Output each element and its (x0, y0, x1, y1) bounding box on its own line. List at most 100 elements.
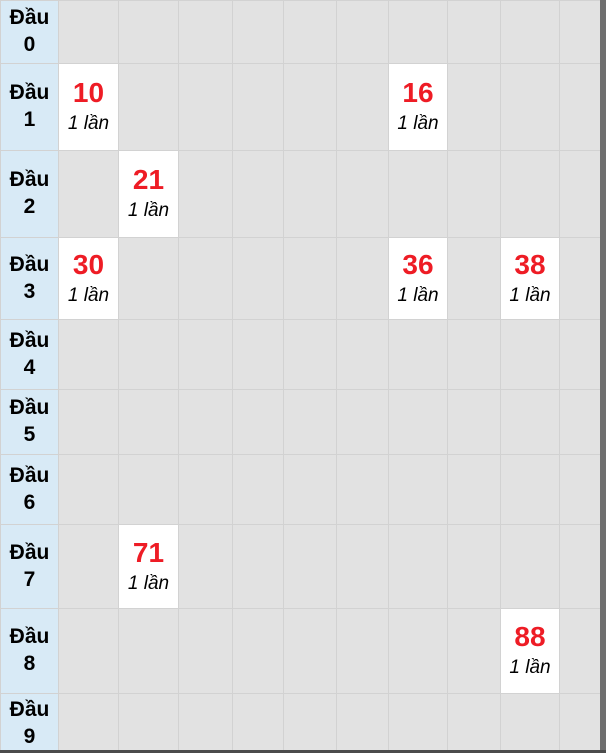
grid-cell (559, 608, 606, 694)
row-label-dau-1: Đầu 1 (0, 63, 59, 151)
grid-cell (500, 693, 560, 753)
grid-cell (388, 693, 448, 753)
grid-cell (336, 319, 389, 390)
lottery-number: 71 (132, 536, 165, 568)
row-label-prefix: Đầu (9, 81, 50, 105)
row-label-prefix: Đầu (9, 252, 50, 276)
row-label-digit: 0 (23, 33, 36, 56)
number-cell-38: 38 1 lần (500, 237, 560, 320)
grid-cell (118, 319, 179, 390)
grid-cell (178, 389, 233, 455)
grid-cell (388, 0, 448, 64)
grid-cell (118, 454, 179, 525)
grid-cell (559, 319, 606, 390)
row-label-digit: 6 (23, 490, 36, 514)
row-label-prefix: Đầu (9, 396, 50, 420)
occurrence-count: 1 lần (67, 284, 110, 306)
table-row: Đầu 5 (0, 389, 606, 455)
grid-cell (232, 524, 284, 609)
grid-cell (283, 150, 337, 238)
grid-cell (283, 454, 337, 525)
row-label-digit: 5 (23, 423, 36, 446)
occurrence-count: 1 lần (397, 284, 439, 306)
occurrence-count: 1 lần (509, 284, 551, 306)
row-label-prefix: Đầu (9, 6, 50, 30)
row-label-digit: 7 (23, 567, 36, 591)
occurrence-count: 1 lần (127, 572, 170, 594)
grid-cell (500, 150, 560, 238)
grid-cell (178, 608, 233, 694)
grid-cell (388, 319, 448, 390)
row-label-dau-2: Đầu 2 (0, 150, 59, 238)
occurrence-count: 1 lần (397, 113, 439, 134)
number-cell-30: 30 1 lần (58, 237, 119, 320)
row-label-dau-8: Đầu 8 (0, 608, 59, 694)
grid-cell (559, 524, 606, 609)
row-label-digit: 1 (23, 108, 36, 131)
grid-cell (58, 319, 119, 390)
grid-cell (447, 389, 501, 455)
grid-cell (283, 693, 337, 753)
row-label-dau-0: Đầu 0 (0, 0, 59, 64)
grid-cell (232, 63, 284, 151)
row-label-digit: 2 (23, 195, 36, 218)
table-row: Đầu 2 21 1 lần (0, 150, 606, 238)
grid-cell (283, 0, 337, 64)
grid-cell (118, 389, 179, 455)
table-row: Đầu 7 71 1 lần (0, 524, 606, 609)
grid-cell (178, 150, 233, 238)
grid-cell (178, 237, 233, 320)
grid-cell (178, 454, 233, 525)
grid-cell (336, 237, 389, 320)
row-label-digit: 3 (23, 279, 36, 303)
grid-cell (500, 0, 560, 64)
row-label-dau-5: Đầu 5 (0, 389, 59, 455)
grid-cell (500, 389, 560, 455)
table-row: Đầu 0 (0, 0, 606, 64)
grid-cell (447, 454, 501, 525)
grid-cell (559, 150, 606, 238)
grid-cell (559, 237, 606, 320)
grid-cell (58, 608, 119, 694)
grid-cell (388, 608, 448, 694)
grid-cell (336, 693, 389, 753)
row-label-prefix: Đầu (9, 697, 50, 721)
lottery-number: 88 (514, 621, 546, 653)
occurrence-count: 1 lần (127, 200, 170, 221)
vertical-scrollbar[interactable] (600, 0, 606, 753)
grid-cell (232, 0, 284, 64)
grid-cell (447, 608, 501, 694)
grid-cell (58, 389, 119, 455)
grid-cell (118, 237, 179, 320)
grid-cell (283, 389, 337, 455)
grid-cell (447, 319, 501, 390)
row-label-dau-7: Đầu 7 (0, 524, 59, 609)
grid-cell (58, 454, 119, 525)
grid-cell (232, 608, 284, 694)
grid-cell (118, 693, 179, 753)
grid-cell (283, 319, 337, 390)
grid-cell (336, 608, 389, 694)
grid-cell (500, 524, 560, 609)
grid-cell (232, 454, 284, 525)
number-cell-71: 71 1 lần (118, 524, 179, 609)
number-cell-10: 10 1 lần (58, 63, 119, 151)
grid-cell (232, 237, 284, 320)
grid-cell (58, 150, 119, 238)
grid-cell (500, 454, 560, 525)
grid-cell (559, 389, 606, 455)
grid-cell (283, 524, 337, 609)
grid-cell (447, 0, 501, 64)
number-cell-88: 88 1 lần (500, 608, 560, 694)
grid-cell (447, 693, 501, 753)
grid-cell (58, 693, 119, 753)
grid-cell (336, 0, 389, 64)
table-row: Đầu 6 (0, 454, 606, 525)
grid-cell (58, 524, 119, 609)
row-label-digit: 9 (23, 724, 36, 748)
grid-cell (232, 150, 284, 238)
lottery-number: 21 (132, 164, 165, 196)
grid-cell (118, 608, 179, 694)
row-label-digit: 8 (23, 652, 36, 675)
grid-cell (178, 524, 233, 609)
